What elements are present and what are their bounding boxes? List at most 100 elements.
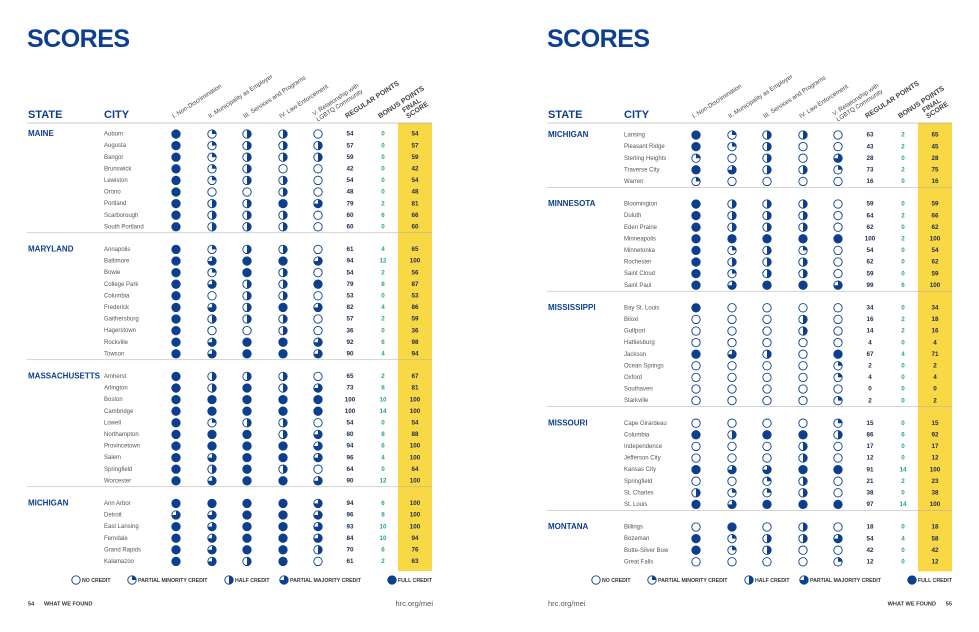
- icon-fill: [242, 383, 252, 393]
- icon-ring: [833, 441, 843, 452]
- icon-fill: [283, 430, 288, 439]
- credit-icon: [833, 303, 843, 313]
- bonus-points: 0: [901, 489, 905, 496]
- credit-icon: [171, 394, 181, 405]
- credit-icon: [762, 384, 772, 394]
- regular-points: 93: [346, 523, 354, 530]
- city-name: Springfield: [104, 467, 132, 473]
- regular-points: 54: [346, 269, 354, 276]
- credit-icon: [207, 267, 217, 278]
- credit-icon: [691, 199, 701, 209]
- regular-points: 60: [346, 223, 354, 230]
- credit-icon: [833, 488, 843, 498]
- bonus-points: 14: [899, 466, 907, 473]
- credit-icon: [207, 383, 217, 393]
- city-name: Bowie: [104, 270, 121, 276]
- credit-icon: [278, 429, 288, 440]
- icon-fill: [767, 546, 772, 555]
- bonus-points: 0: [901, 547, 905, 554]
- icon-ring: [762, 337, 772, 348]
- icon-ring: [798, 372, 808, 383]
- icon-fill: [171, 245, 181, 254]
- credit-icon: [727, 557, 737, 567]
- icon-fill: [691, 281, 701, 290]
- credit-icon: [207, 556, 217, 567]
- legend-label: PARTIAL MINORITY CREDIT: [138, 578, 208, 584]
- final-score: 59: [931, 270, 939, 277]
- final-score: 54: [411, 131, 419, 138]
- bonus-points: 0: [381, 177, 385, 184]
- final-score: 23: [931, 478, 939, 485]
- icon-fill: [767, 257, 772, 267]
- icon-fill: [767, 154, 772, 163]
- city-name: South Portland: [104, 224, 144, 230]
- credit-icon: [691, 545, 701, 555]
- credit-icon: [207, 222, 217, 232]
- icon-fill: [171, 407, 181, 416]
- icon-fill: [278, 199, 288, 208]
- final-score: 100: [410, 477, 421, 484]
- icon-fill: [762, 281, 772, 290]
- credit-icon: [171, 464, 181, 474]
- city-name: Southaven: [624, 387, 653, 393]
- state-name: MARYLAND: [28, 245, 74, 254]
- bonus-points: 8: [381, 512, 385, 519]
- credit-icon: [762, 165, 772, 175]
- icon-ring: [762, 453, 772, 463]
- bonus-points: 14: [899, 501, 907, 508]
- city-name: Sterling Heights: [624, 156, 666, 162]
- regular-points: 99: [866, 282, 874, 289]
- icon-ring: [833, 222, 843, 232]
- icon-fill: [207, 256, 217, 266]
- icon-fill: [171, 268, 181, 277]
- bonus-points: 0: [901, 374, 905, 381]
- city-name: Lowell: [104, 420, 121, 426]
- city-name: Boston: [104, 397, 123, 403]
- credit-icon: [833, 441, 843, 452]
- icon-fill: [732, 257, 737, 267]
- credit-icon: [833, 141, 843, 152]
- city-name: Rochester: [624, 260, 651, 266]
- icon-fill: [242, 499, 252, 508]
- icon-fill: [838, 396, 843, 401]
- icon-ring: [278, 164, 288, 174]
- icon-fill: [283, 211, 288, 220]
- legend-label: HALF CREDIT: [755, 578, 790, 584]
- icon-fill: [283, 176, 288, 185]
- credit-icon: [242, 521, 252, 532]
- bonus-points: 2: [381, 269, 385, 276]
- city-name: Ocean Springs: [624, 363, 664, 369]
- final-score: 67: [411, 373, 419, 380]
- regular-points: 94: [346, 258, 354, 265]
- bonus-points: 0: [901, 304, 905, 311]
- credit-icon: [762, 303, 772, 313]
- icon-ring: [762, 522, 772, 532]
- icon-fill: [803, 442, 808, 451]
- credit-icon: [727, 222, 737, 232]
- icon-ring: [727, 418, 737, 428]
- credit-icon: [691, 441, 701, 452]
- icon-fill: [247, 557, 252, 566]
- credit-icon: [798, 372, 808, 383]
- icon-fill: [171, 430, 181, 439]
- icon-ring: [313, 418, 323, 428]
- credit-icon: [278, 244, 288, 255]
- icon-fill: [247, 303, 252, 312]
- icon-fill: [171, 465, 181, 474]
- city-name: Columbia: [624, 432, 650, 438]
- city-name: Bay St. Louis: [624, 305, 659, 311]
- credit-icon: [313, 140, 323, 151]
- credit-icon: [727, 349, 737, 359]
- regular-points: 84: [346, 535, 354, 542]
- city-name: St. Louis: [624, 502, 647, 508]
- credit-icon: [242, 325, 252, 336]
- icon-fill: [171, 441, 181, 451]
- credit-icon: [762, 141, 772, 152]
- city-name: Starkville: [624, 398, 649, 404]
- credit-icon: [691, 430, 701, 440]
- icon-fill: [767, 223, 772, 232]
- regular-points: 70: [346, 546, 354, 553]
- icon-fill: [247, 129, 252, 139]
- icon-fill: [767, 350, 772, 359]
- icon-fill: [798, 465, 808, 474]
